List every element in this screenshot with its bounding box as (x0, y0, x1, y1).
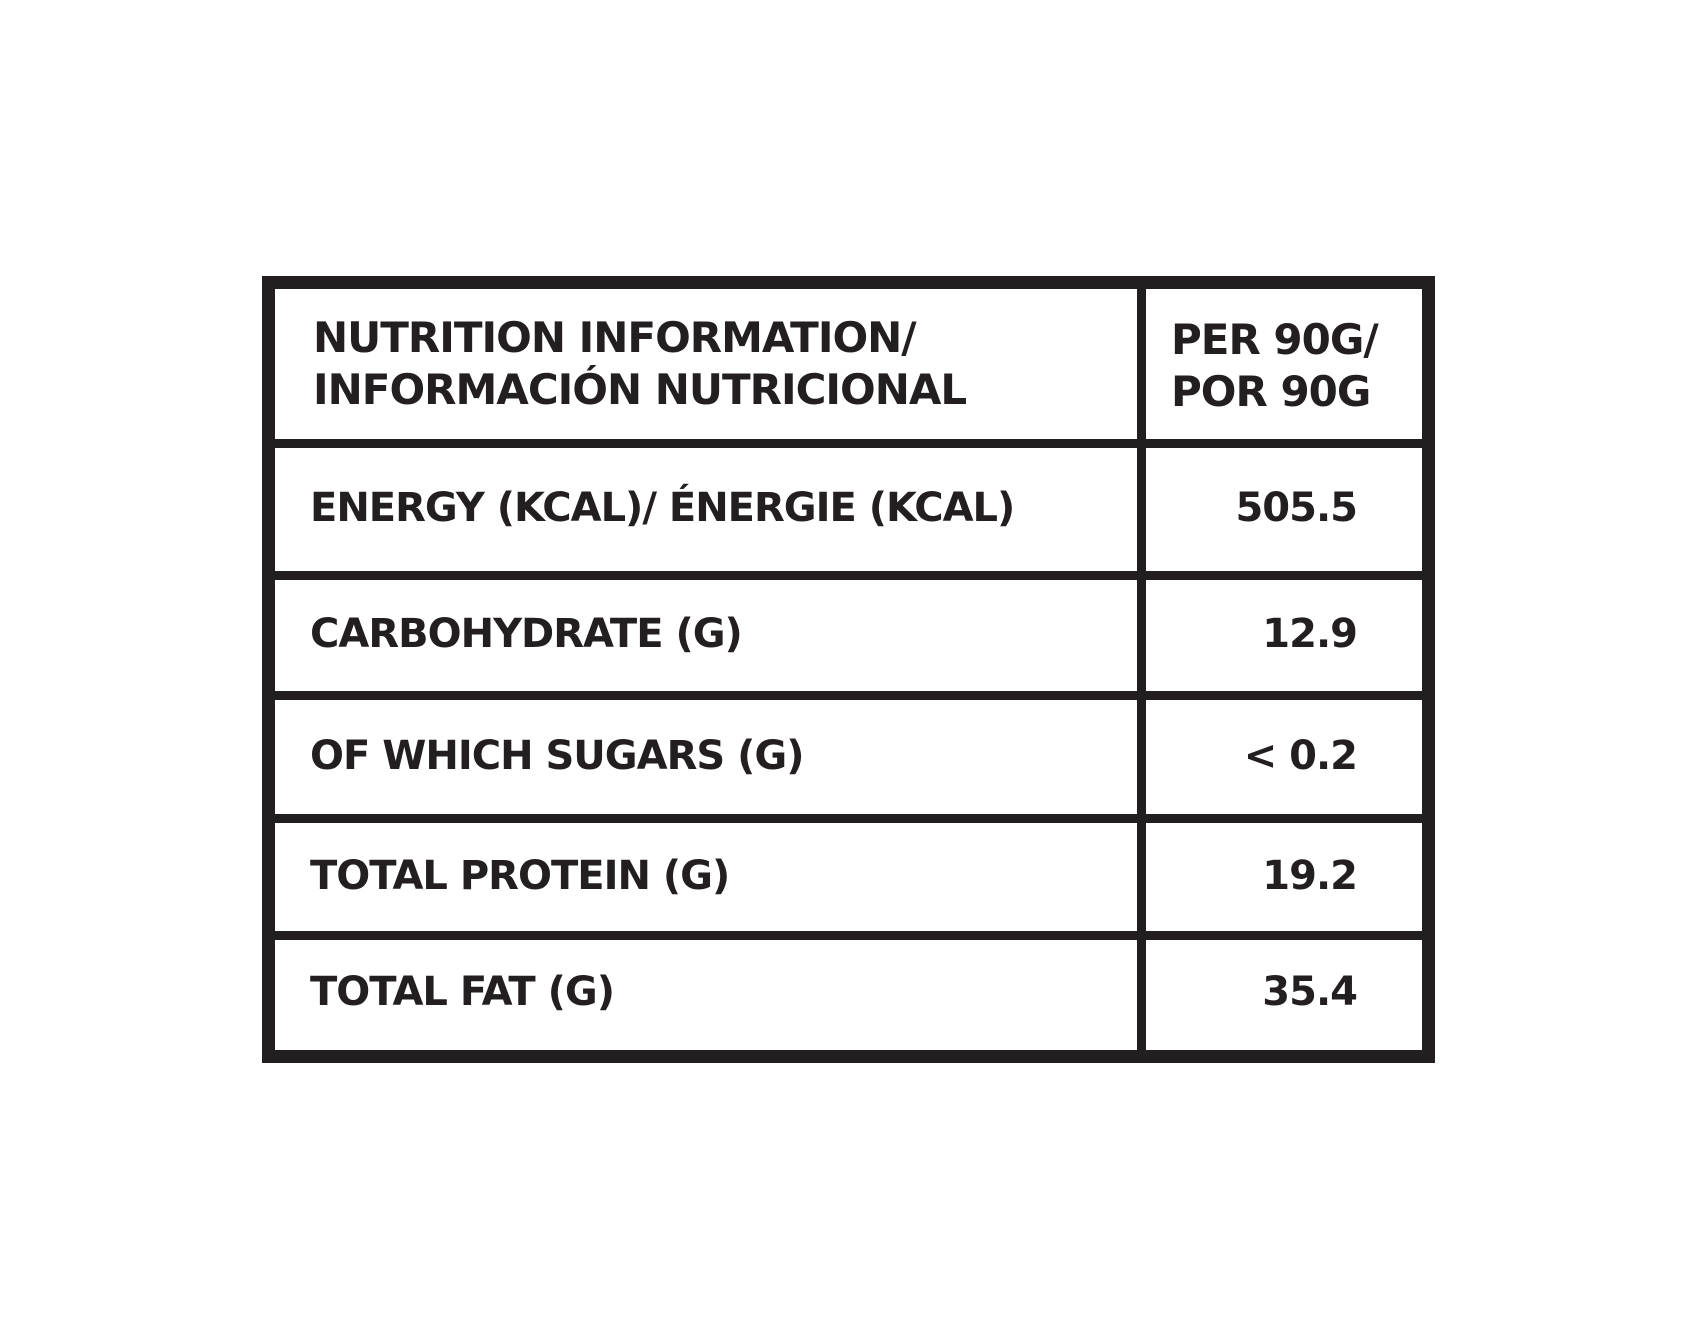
row-divider (262, 931, 1435, 940)
header-line: INFORMACIÓN NUTRICIONAL (313, 365, 967, 414)
row-label: TOTAL FAT (G) (310, 968, 615, 1015)
row-value: 35.4 (1262, 968, 1358, 1015)
column-divider (1137, 276, 1146, 1063)
row-label: TOTAL PROTEIN (G) (310, 852, 730, 899)
row-label: OF WHICH SUGARS (G) (310, 732, 804, 779)
header-line: PER 90G/ (1171, 315, 1379, 364)
header-title: NUTRITION INFORMATION/ INFORMACIÓN NUTRI… (313, 312, 967, 416)
row-value: 19.2 (1262, 852, 1358, 899)
row-value: 12.9 (1262, 611, 1358, 657)
header-line: POR 90G (1171, 367, 1371, 416)
header-line: NUTRITION INFORMATION/ (313, 313, 917, 362)
row-divider (262, 571, 1435, 580)
row-label: ENERGY (KCAL)/ ÉNERGIE (KCAL) (310, 485, 1015, 531)
row-value: 505.5 (1235, 485, 1358, 531)
header-unit: PER 90G/ POR 90G (1171, 314, 1379, 418)
row-label: CARBOHYDRATE (G) (310, 611, 743, 657)
row-divider (262, 814, 1435, 823)
row-value: < 0.2 (1243, 732, 1358, 779)
row-divider (262, 439, 1435, 448)
row-divider (262, 691, 1435, 700)
